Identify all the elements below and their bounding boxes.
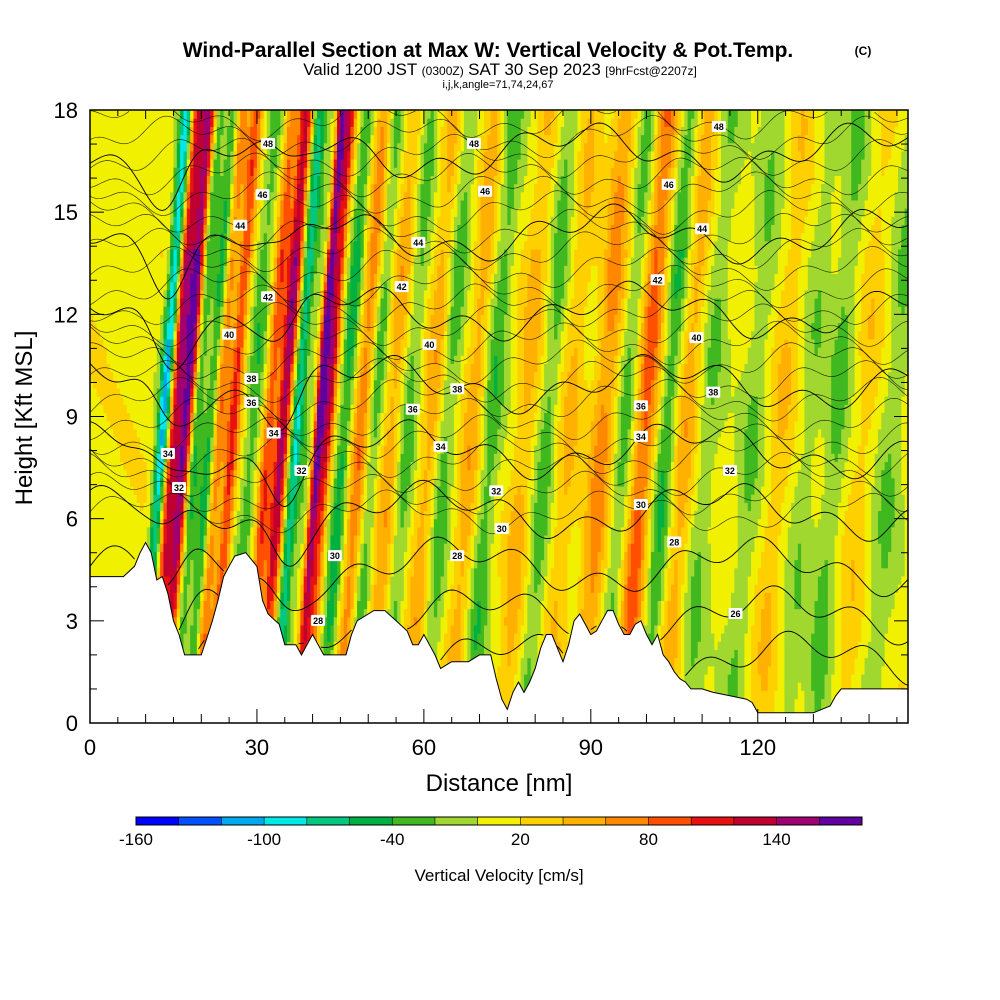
cross-section-chart: Wind-Parallel Section at Max W: Vertical… bbox=[0, 0, 1000, 1000]
subtitle-date: SAT 30 Sep 2023 bbox=[468, 60, 601, 79]
subtitle-valid-time: Valid 1200 JST bbox=[303, 60, 417, 79]
subtitle-utc-time: (0300Z) bbox=[422, 64, 464, 78]
chart-title: Wind-Parallel Section at Max W: Vertical… bbox=[183, 39, 794, 62]
title-copyright-mark: (C) bbox=[855, 44, 872, 58]
chart-subtitle-indices: i,j,k,angle=71,74,24,67 bbox=[442, 79, 553, 91]
chart-subtitle: Valid 1200 JST (0300Z) SAT 30 Sep 2023 [… bbox=[303, 60, 697, 79]
subtitle-forecast: [9hrFcst@2207z] bbox=[605, 64, 697, 78]
